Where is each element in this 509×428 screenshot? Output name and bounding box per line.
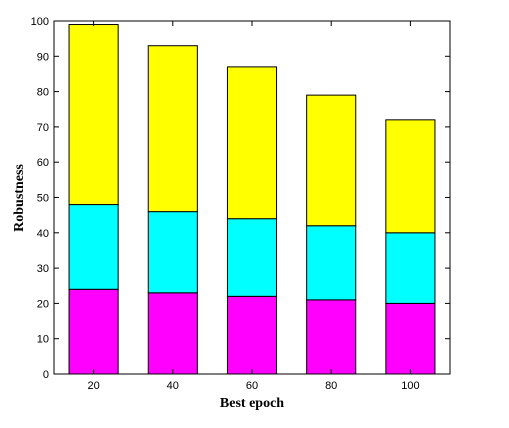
y-tick-label-90: 90 bbox=[37, 51, 49, 63]
y-tick-label-60: 60 bbox=[37, 157, 49, 169]
y-tick-label-20: 20 bbox=[37, 298, 49, 310]
bar-100-segment-1 bbox=[385, 302, 436, 375]
x-tick-label-60: 60 bbox=[246, 380, 258, 392]
bar-20-segment-2 bbox=[68, 204, 119, 290]
y-tick-label-10: 10 bbox=[37, 334, 49, 346]
y-tick-label-0: 0 bbox=[43, 369, 49, 381]
bar-100-segment-3 bbox=[385, 119, 436, 234]
y-axis-label: Robustness bbox=[12, 164, 27, 232]
bar-20-segment-3 bbox=[68, 24, 119, 206]
y-tick-label-40: 40 bbox=[37, 228, 49, 240]
bar-80-segment-3 bbox=[306, 94, 357, 227]
y-tick-label-50: 50 bbox=[37, 193, 49, 205]
x-axis-label: Best epoch bbox=[220, 396, 284, 411]
y-tick-label-30: 30 bbox=[37, 263, 49, 275]
bar-40-segment-1 bbox=[147, 292, 198, 375]
bar-80-segment-1 bbox=[306, 299, 357, 375]
y-tick-label-70: 70 bbox=[37, 122, 49, 134]
bar-60-segment-3 bbox=[226, 66, 278, 220]
bar-20-segment-1 bbox=[68, 288, 119, 375]
y-tick-label-80: 80 bbox=[37, 87, 49, 99]
bar-80-segment-2 bbox=[306, 225, 357, 301]
bar-40-segment-2 bbox=[147, 211, 198, 294]
bar-100-segment-2 bbox=[385, 232, 436, 304]
x-tick-label-40: 40 bbox=[167, 380, 179, 392]
bar-40-segment-3 bbox=[147, 45, 198, 213]
y-axis-ticks: 0 10 20 30 40 50 60 70 80 90 100 bbox=[31, 16, 450, 381]
bars-group bbox=[68, 24, 436, 375]
x-tick-label-20: 20 bbox=[87, 380, 99, 392]
x-tick-label-80: 80 bbox=[325, 380, 337, 392]
bar-60-segment-1 bbox=[226, 295, 278, 375]
bar-60-segment-2 bbox=[226, 218, 278, 297]
x-tick-label-100: 100 bbox=[401, 380, 419, 392]
y-tick-label-100: 100 bbox=[31, 16, 49, 28]
x-axis-ticks: 20 40 60 80 100 bbox=[87, 21, 420, 392]
